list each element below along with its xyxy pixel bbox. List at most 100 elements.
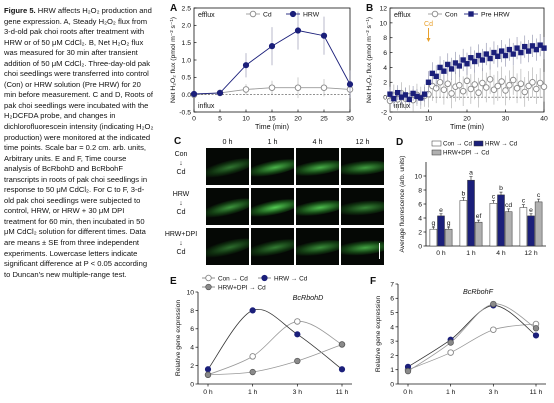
data-point <box>391 95 397 102</box>
bar <box>459 200 468 247</box>
data-point <box>402 92 409 98</box>
row-label-label: Con <box>174 151 188 158</box>
y-axis-label: Relative gene expression <box>175 300 182 377</box>
y-axis-label: Relative gene expression <box>375 296 382 373</box>
x-category-label: 4 h <box>496 250 506 257</box>
bar <box>534 201 543 247</box>
bar <box>437 215 445 247</box>
data-point <box>479 79 486 87</box>
figure-title: HRW affects H₂O₂ production and gene exp… <box>4 6 152 26</box>
micrograph-image <box>206 228 249 265</box>
panel-label-b: B <box>366 3 373 14</box>
data-point <box>491 49 497 56</box>
legend-marker <box>289 10 297 18</box>
legend-label: Con → Cd <box>218 275 248 282</box>
y-tick-label: 2 <box>190 363 194 370</box>
y-tick-label: 1.5 <box>182 40 192 47</box>
y-tick-label: 1.0 <box>182 57 192 64</box>
data-point <box>490 326 497 333</box>
data-point <box>204 371 212 378</box>
y-tick-label: 4 <box>418 215 422 222</box>
x-tick-label: 10 <box>425 116 433 123</box>
annotation-efflux: efflux <box>198 12 215 19</box>
y-tick-label: 10 <box>414 173 422 180</box>
significance-letter: c <box>492 194 496 201</box>
y-tick-label: 10 <box>379 20 387 27</box>
annotation-influx: influx <box>198 103 215 110</box>
panel-label-a: A <box>170 3 177 14</box>
x-category-label: 0 h <box>403 389 413 396</box>
data-point <box>418 95 424 101</box>
data-point <box>498 48 505 54</box>
micrograph-column-header: 12 h <box>355 137 370 146</box>
data-point <box>472 58 478 65</box>
data-point <box>441 68 447 74</box>
legend-label: HRW+DPI → Cd <box>218 284 266 291</box>
micrograph-image <box>296 228 339 265</box>
y-tick-label: 2 <box>383 80 387 87</box>
data-point <box>460 57 466 63</box>
data-point <box>294 27 302 34</box>
significance-letter: b <box>462 191 466 198</box>
row-label-arrow: ↓ <box>179 160 183 167</box>
y-tick-label: 7 <box>390 281 394 288</box>
y-tick-label: 0 <box>390 381 394 388</box>
y-tick-label: 2 <box>418 229 422 236</box>
data-point <box>475 52 482 59</box>
data-point <box>533 46 539 53</box>
scale-bar <box>378 243 380 259</box>
data-point <box>440 86 448 93</box>
root-fluorescence <box>341 198 384 218</box>
data-point <box>506 46 513 53</box>
data-point <box>482 84 490 91</box>
x-tick-label: 20 <box>294 116 302 123</box>
data-point <box>338 366 346 373</box>
data-point <box>437 64 443 71</box>
legend-marker <box>261 274 268 282</box>
root-fluorescence <box>206 234 249 262</box>
figure-label: Figure 5. <box>4 6 36 15</box>
y-tick-label: 10 <box>186 289 194 296</box>
root-fluorescence <box>251 195 294 221</box>
legend-label: Pre HRW <box>481 11 510 18</box>
data-point <box>483 51 489 57</box>
y-axis-label: Net H₂O₂ flux (pmol m⁻² s⁻¹) <box>170 17 177 103</box>
data-point <box>522 43 528 50</box>
y-tick-label: 1 <box>390 367 394 374</box>
data-point <box>498 78 505 85</box>
y-tick-label: 3 <box>390 339 394 346</box>
data-point <box>406 96 412 103</box>
data-point <box>320 84 328 91</box>
data-point <box>436 79 444 86</box>
data-point <box>242 62 250 69</box>
y-tick-label: 0.5 <box>182 75 192 82</box>
y-tick-label: 8 <box>190 308 194 315</box>
panel-label-d: D <box>396 137 403 148</box>
root-fluorescence <box>206 154 249 182</box>
significance-letter: b <box>499 185 503 192</box>
micrograph-image <box>251 228 294 265</box>
data-point <box>387 91 393 97</box>
data-point <box>502 52 509 59</box>
data-point <box>294 318 301 325</box>
root-fluorescence <box>296 157 339 179</box>
legend-marker <box>249 10 257 18</box>
x-tick-label: 5 <box>218 116 222 123</box>
legend-marker <box>431 10 439 18</box>
data-point <box>506 82 513 89</box>
root-fluorescence <box>251 155 294 181</box>
y-tick-label: 4 <box>390 324 394 331</box>
micrograph-row-label: HRW ↓ Cd <box>158 190 204 217</box>
y-tick-label: 4 <box>383 65 387 72</box>
root-fluorescence <box>206 194 249 222</box>
legend-label: HRW → Cd <box>485 141 518 148</box>
data-point <box>452 60 459 66</box>
data-point <box>517 80 525 88</box>
x-category-label: 3 h <box>489 389 499 396</box>
series-curve-2 <box>407 303 537 372</box>
data-point <box>204 366 212 373</box>
y-axis-label: Net H₂O₂ flux (pmol m⁻² s⁻¹) <box>366 17 373 103</box>
data-point <box>249 368 256 376</box>
x-axis-label: Time (min) <box>255 122 289 131</box>
row-label-label: HRW <box>172 191 190 198</box>
